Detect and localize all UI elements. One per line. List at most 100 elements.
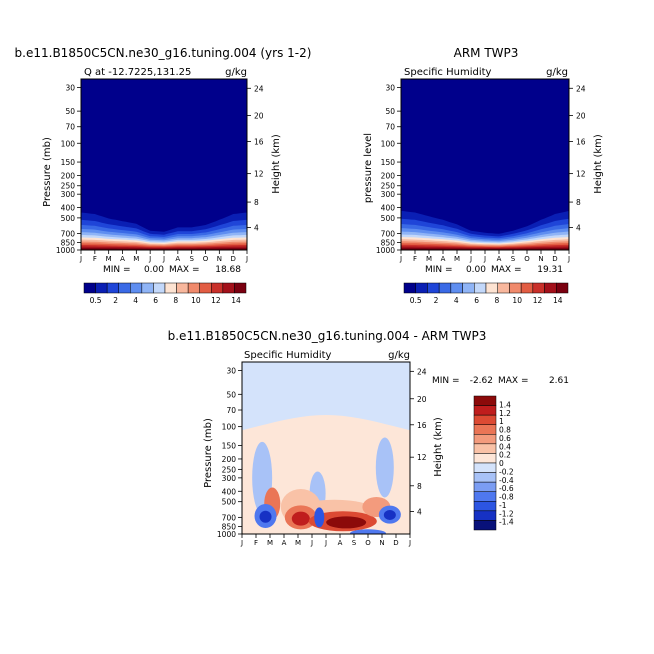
month-tick-label: J	[240, 539, 243, 547]
month-tick-label: S	[511, 255, 516, 263]
pressure-tick-label: 30	[65, 83, 75, 92]
pressure-tick-label: 70	[226, 406, 236, 415]
pressure-tick-label: 30	[226, 367, 236, 376]
pressure-tick-label: 150	[222, 442, 237, 451]
pressure-tick-label: 700	[222, 513, 237, 522]
height-tick-label: 24	[417, 367, 427, 376]
colorbar-label: 0.2	[499, 451, 511, 460]
panel-diff-min-label: MIN =	[432, 376, 460, 386]
month-tick-label: O	[524, 255, 530, 263]
month-tick-label: J	[324, 539, 327, 547]
pressure-tick-label: 850	[61, 238, 76, 247]
month-tick-label: J	[310, 539, 313, 547]
colorbar-swatch	[556, 282, 569, 294]
colorbar-swatch	[164, 282, 177, 294]
panel-obs-subtitle: Specific Humidity	[404, 67, 492, 78]
panel-model-colorbar: 0.5 2 4 6 8 10 12 14	[83, 282, 247, 305]
panel-diff-field	[242, 362, 410, 534]
pressure-tick-label: 400	[61, 204, 76, 213]
height-tick-label: 4	[576, 224, 581, 233]
colorbar-swatch	[497, 282, 510, 294]
panel-diff-max-label: MAX =	[498, 376, 529, 386]
panel-obs-ylabel-right: Height (km)	[593, 134, 604, 194]
month-tick-label: J	[79, 255, 82, 263]
colorbar-swatch	[415, 282, 428, 294]
month-tick-label: S	[352, 539, 357, 547]
pressure-tick-label: 250	[381, 182, 396, 191]
panel-obs-title: ARM TWP3	[454, 46, 519, 60]
height-tick-label: 12	[417, 453, 427, 462]
month-tick-label: A	[497, 255, 502, 263]
pressure-tick-label: 200	[61, 171, 76, 180]
month-tick-label: M	[454, 255, 460, 263]
colorbar-swatch	[473, 510, 497, 521]
colorbar-swatch	[473, 472, 497, 483]
pressure-tick-label: 500	[381, 214, 396, 223]
pressure-tick-label: 300	[222, 474, 237, 483]
month-tick-label: A	[120, 255, 125, 263]
height-tick-label: 20	[417, 395, 427, 404]
colorbar-swatch	[106, 282, 119, 294]
pressure-tick-label: 100	[381, 139, 396, 148]
colorbar-swatch	[473, 443, 497, 454]
panel-diff-subtitle: Specific Humidity	[244, 350, 332, 361]
colorbar-label: 10	[191, 296, 201, 305]
month-tick-label: N	[538, 255, 543, 263]
month-tick-label: J	[148, 255, 151, 263]
panel-obs-min-label: MIN =	[425, 265, 453, 275]
colorbar-label: 0.6	[499, 434, 511, 443]
panel-obs-field	[401, 79, 569, 250]
colorbar-swatch	[222, 282, 235, 294]
pressure-tick-label: 250	[61, 182, 76, 191]
panel-model-ylabel: Pressure (mb)	[42, 137, 53, 207]
pressure-tick-label: 70	[385, 123, 395, 132]
colorbar-swatch	[520, 282, 534, 294]
height-tick-label: 8	[254, 198, 259, 207]
colorbar-label: -0.6	[499, 484, 514, 493]
humidity-band	[401, 247, 569, 250]
panel-obs: ARM TWP3 Specific Humidity g/kg 30 50 70 10…	[363, 46, 604, 305]
month-tick-label: D	[552, 255, 557, 263]
pressure-tick-label: 400	[222, 487, 237, 496]
height-tick-label: 16	[254, 137, 264, 146]
colorbar-label: 4	[454, 296, 459, 305]
month-tick-label: J	[469, 255, 472, 263]
colorbar-label: 2	[113, 296, 118, 305]
colorbar-label: 8	[495, 296, 500, 305]
month-tick-label: N	[217, 255, 222, 263]
colorbar-swatch	[473, 405, 497, 416]
height-tick-label: 24	[254, 84, 264, 93]
month-tick-label: O	[365, 539, 371, 547]
panel-diff-ylabel-right: Height (km)	[433, 417, 444, 477]
month-tick-label: J	[162, 255, 165, 263]
colorbar-label: 10	[512, 296, 522, 305]
pressure-tick-label: 1000	[376, 246, 395, 255]
colorbar-label: -1.4	[499, 518, 514, 527]
colorbar-swatch	[544, 282, 557, 294]
height-tick-label: 8	[576, 198, 581, 207]
month-tick-label: F	[93, 255, 97, 263]
colorbar-swatch	[532, 282, 545, 294]
month-tick-label: M	[295, 539, 301, 547]
diff-negative-core	[383, 509, 396, 520]
colorbar-label: 4	[133, 296, 138, 305]
pressure-tick-label: 100	[61, 139, 76, 148]
colorbar-label: 14	[231, 296, 241, 305]
month-tick-label: J	[245, 255, 248, 263]
month-tick-label: J	[567, 255, 570, 263]
panel-obs-max-label: MAX =	[491, 265, 522, 275]
month-tick-label: A	[175, 255, 180, 263]
colorbar-label: 0.5	[410, 296, 422, 305]
pressure-tick-label: 200	[381, 171, 396, 180]
month-tick-label: J	[408, 539, 411, 547]
height-tick-label: 24	[576, 84, 586, 93]
colorbar-label: 12	[211, 296, 221, 305]
diff-negative-plume	[375, 437, 394, 498]
colorbar-swatch	[473, 491, 497, 502]
pressure-tick-label: 1000	[217, 530, 236, 539]
panel-obs-ylabel: pressure level	[363, 133, 374, 203]
colorbar-swatch	[473, 434, 497, 445]
height-tick-label: 16	[576, 137, 586, 146]
